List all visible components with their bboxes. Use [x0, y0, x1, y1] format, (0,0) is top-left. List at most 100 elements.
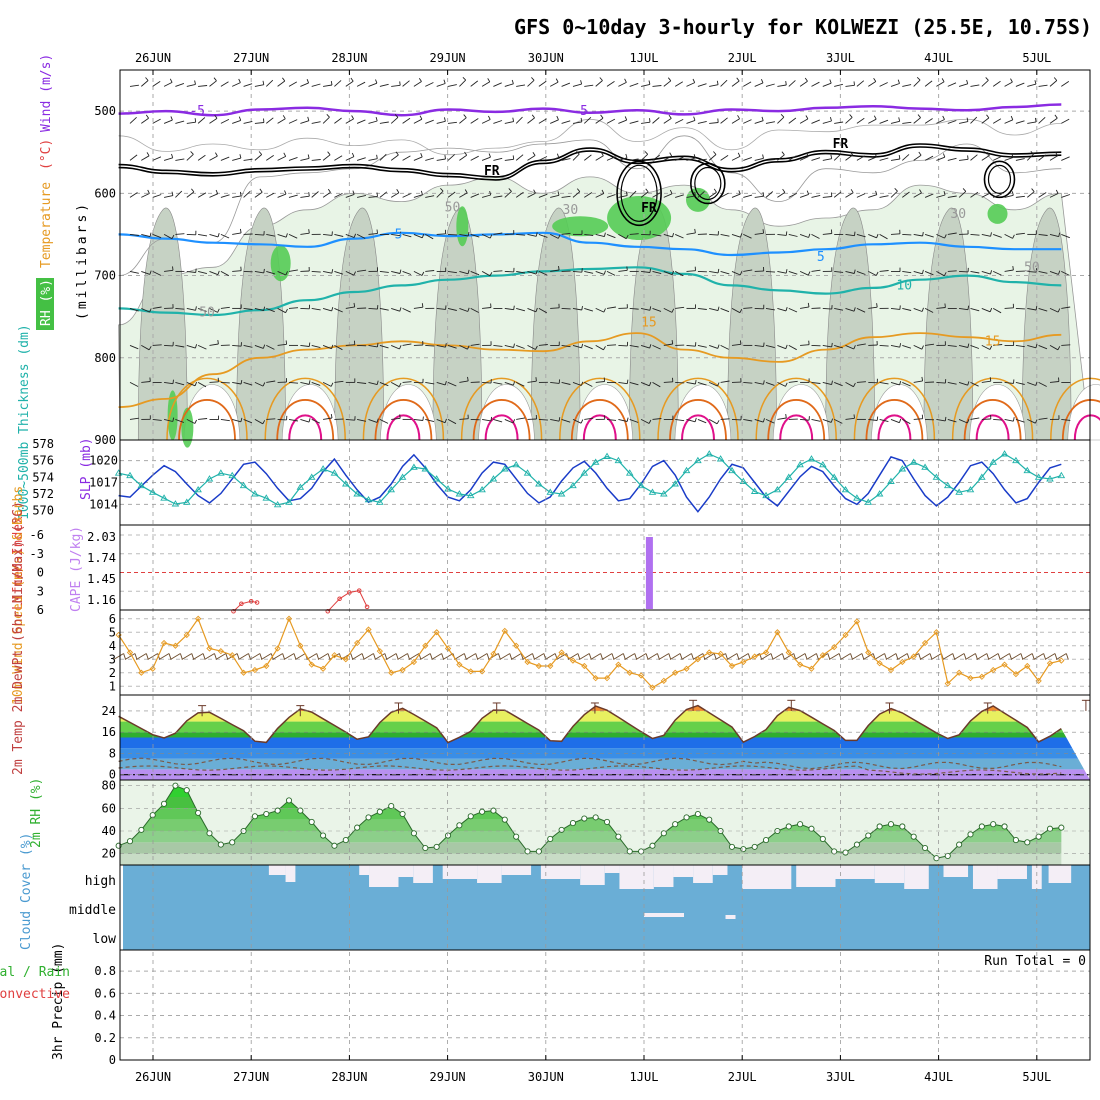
wind-barb	[379, 344, 389, 349]
wind-barb	[152, 156, 162, 161]
dry-bulge	[478, 384, 535, 441]
wind-barb-flag	[1011, 191, 1014, 196]
rh-point	[524, 848, 531, 855]
wind-barb	[334, 117, 342, 124]
wind-barb-flag	[263, 306, 266, 311]
wind-barb	[959, 270, 969, 273]
wind-barb	[924, 233, 934, 238]
wind-barb	[788, 307, 798, 313]
wind-barb	[164, 344, 174, 347]
wind-barb	[629, 418, 639, 423]
wind-barb	[720, 233, 730, 237]
x-tick-label-bottom: 5JUL	[1022, 1070, 1051, 1084]
wind-barb-10m-flag	[429, 653, 433, 660]
wind-barb	[584, 154, 592, 161]
wind-barb	[550, 119, 559, 124]
contour-label: FR	[484, 164, 500, 179]
wind-barb	[845, 192, 854, 198]
wind-barb	[220, 81, 229, 87]
wind-barb-flag	[849, 114, 853, 118]
wind-barb-flag	[1058, 232, 1061, 237]
wind-barb-flag	[557, 234, 561, 239]
wind-barb	[981, 79, 989, 87]
wind-barb	[390, 382, 400, 388]
wind-barb-10m-flag	[679, 653, 683, 660]
wind-barb-flag	[326, 113, 330, 118]
thickness-point	[978, 473, 986, 480]
wind-barb	[743, 269, 753, 272]
wind-barb	[1061, 81, 1070, 87]
thickness-point	[262, 494, 271, 501]
wind-barb	[936, 271, 945, 277]
wind-barb-flag	[875, 190, 878, 195]
wind-barb-flag	[352, 190, 355, 195]
wind-barb-flag	[306, 79, 310, 84]
wind-speed-point	[456, 661, 463, 668]
wind-barb-flag	[1035, 306, 1038, 311]
wind-barb-10m	[806, 653, 817, 660]
ylabel-thickness: 1000~500mb Thickness (dm)	[17, 324, 32, 520]
wind-barb-10m-flag	[498, 653, 501, 660]
wind-barb-10m-flag	[532, 653, 535, 660]
wind-barb	[709, 84, 719, 87]
wind-barb-10m-flag	[1065, 653, 1069, 660]
wind-barb	[1026, 153, 1034, 161]
wind-barb-flag	[805, 115, 809, 120]
warm-arch-contour	[178, 399, 236, 441]
rh-point	[251, 813, 258, 820]
wind-barb-flag	[327, 151, 331, 156]
wind-speed-point	[490, 650, 497, 657]
cloud-gap	[501, 865, 532, 875]
wind-barb	[209, 80, 217, 87]
wind-barb	[1027, 418, 1036, 424]
wind-barb-10m	[919, 653, 931, 660]
wind-barb	[391, 307, 400, 312]
wind-barb-10m-flag	[395, 653, 399, 660]
wind-barb-10m	[499, 653, 511, 660]
slp-tick-label: 1014	[89, 497, 118, 511]
cloud-gap	[904, 865, 929, 889]
wind-barb-flag	[467, 269, 470, 274]
wind-barb	[1061, 233, 1070, 239]
rh-point	[660, 830, 667, 837]
precip-tick-label: 0	[109, 1053, 116, 1067]
wind-barb	[993, 344, 1003, 346]
wind-barb	[811, 418, 821, 422]
thickness-point	[728, 466, 736, 474]
x-tick-label-bottom: 28JUN	[331, 1070, 367, 1084]
wind-barb	[572, 83, 582, 87]
rh-color-band	[120, 831, 1062, 843]
thickness-point	[319, 465, 327, 472]
wind-barb	[527, 307, 537, 313]
wind-barb-flag	[785, 382, 788, 387]
wind-barb	[152, 344, 162, 346]
rh-point	[126, 838, 134, 845]
wind-barb-flag	[739, 271, 743, 276]
wind-barb-10m	[658, 653, 670, 660]
temp-tick-label: 8	[109, 746, 116, 760]
wind-barb	[640, 191, 649, 198]
panel-frame	[119, 524, 1091, 611]
wind-barb	[527, 380, 537, 383]
wind-barb	[186, 191, 195, 198]
wind-barb	[266, 233, 276, 237]
wind-barb	[1038, 154, 1046, 161]
wind-speed-point	[1001, 661, 1008, 668]
wind-barb-flag	[918, 151, 922, 156]
wind-barb	[709, 122, 719, 124]
wind-barb	[357, 194, 366, 198]
wind-barb-10m-flag	[725, 653, 729, 660]
wind-barb	[674, 81, 684, 87]
wind-speed-point	[899, 658, 906, 666]
wind-barb	[220, 271, 230, 277]
wind-barb	[652, 307, 662, 312]
warm-arch-contour	[288, 414, 323, 441]
wind-barb-flag	[717, 268, 720, 273]
wind-barb-10m-flag	[145, 653, 149, 660]
wind-barb-flag	[944, 303, 946, 308]
wind-barb	[924, 270, 934, 276]
wind-barb	[606, 270, 616, 276]
wind-barb	[425, 344, 435, 347]
wind-barb-flag	[487, 78, 491, 83]
wind-barb	[527, 270, 537, 275]
